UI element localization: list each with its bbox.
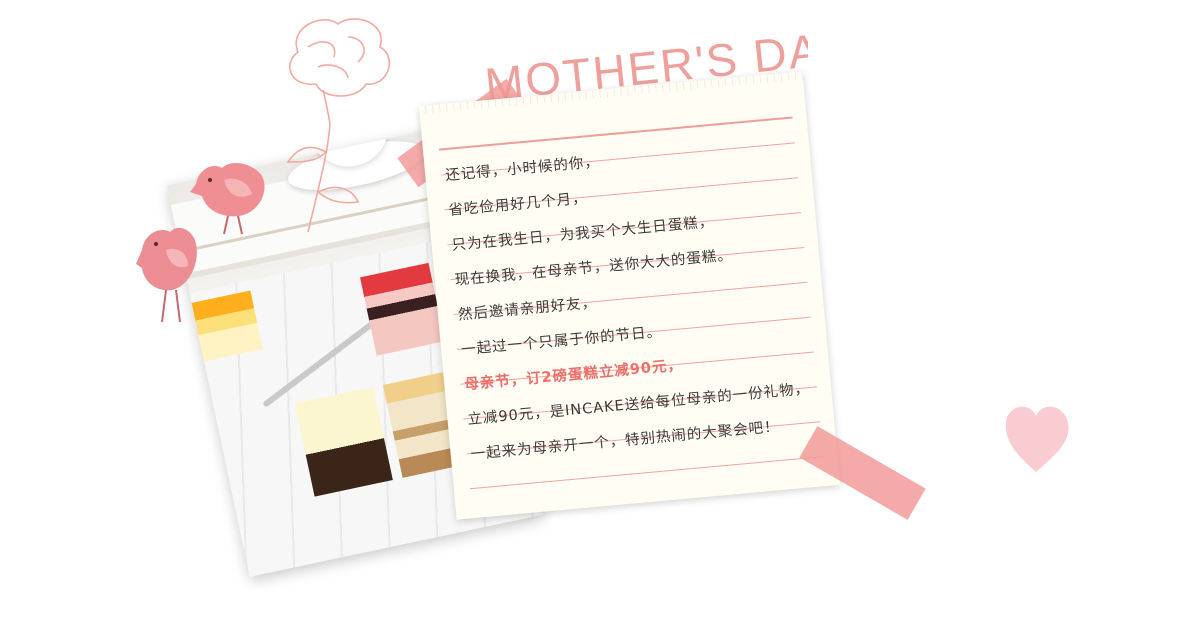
note-text-block: 还记得，小时候的你， 省吃俭用好几个月， 只为在我生日，为我买个大生日蛋糕， 现… xyxy=(438,132,811,463)
note-line: 然后邀请亲朋好友， xyxy=(457,295,598,324)
heart-icon xyxy=(1005,406,1069,472)
bird-icon xyxy=(190,162,265,235)
promo-line: 母亲节，订2磅蛋糕立减90元， xyxy=(463,357,684,394)
note-line: 还记得，小时候的你， xyxy=(444,154,601,185)
note-line: 一起过一个只属于你的节日。 xyxy=(460,324,663,359)
note-card: 还记得，小时候的你， 省吃俭用好几个月， 只为在我生日，为我买个大生日蛋糕， 现… xyxy=(418,71,841,520)
note-line: 省吃俭用好几个月， xyxy=(447,190,589,220)
bird-icon xyxy=(136,227,197,323)
carnation-icon xyxy=(286,18,391,233)
